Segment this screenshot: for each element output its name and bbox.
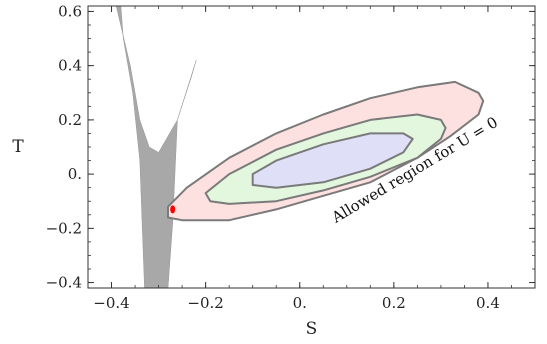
y-tick-label: 0.4	[58, 57, 82, 75]
y-tick-label: 0.6	[58, 2, 82, 20]
x-axis-title: S	[306, 319, 318, 339]
y-tick-label: 0.2	[58, 111, 82, 129]
x-tick-label: 0.	[293, 294, 307, 312]
y-tick-label: −0.4	[46, 274, 82, 292]
x-tick-label: −0.4	[93, 294, 129, 312]
red-data-point	[170, 205, 176, 214]
tick-labels: −0.4 −0.2 0. 0.2 0.4 −0.4 −0.2 0. 0.2 0.4 0.6	[46, 2, 500, 312]
inner-contour-ellipse	[251, 132, 414, 189]
plot-regions	[115, 6, 485, 288]
gray-model-region	[115, 6, 197, 288]
x-tick-label: 0.2	[382, 294, 406, 312]
x-tick-label: 0.4	[476, 294, 500, 312]
x-tick-label: −0.2	[187, 294, 223, 312]
y-tick-label: 0.	[68, 165, 82, 183]
y-tick-label: −0.2	[46, 219, 82, 237]
plot-frame	[87, 5, 536, 289]
y-axis-title: T	[12, 137, 24, 157]
